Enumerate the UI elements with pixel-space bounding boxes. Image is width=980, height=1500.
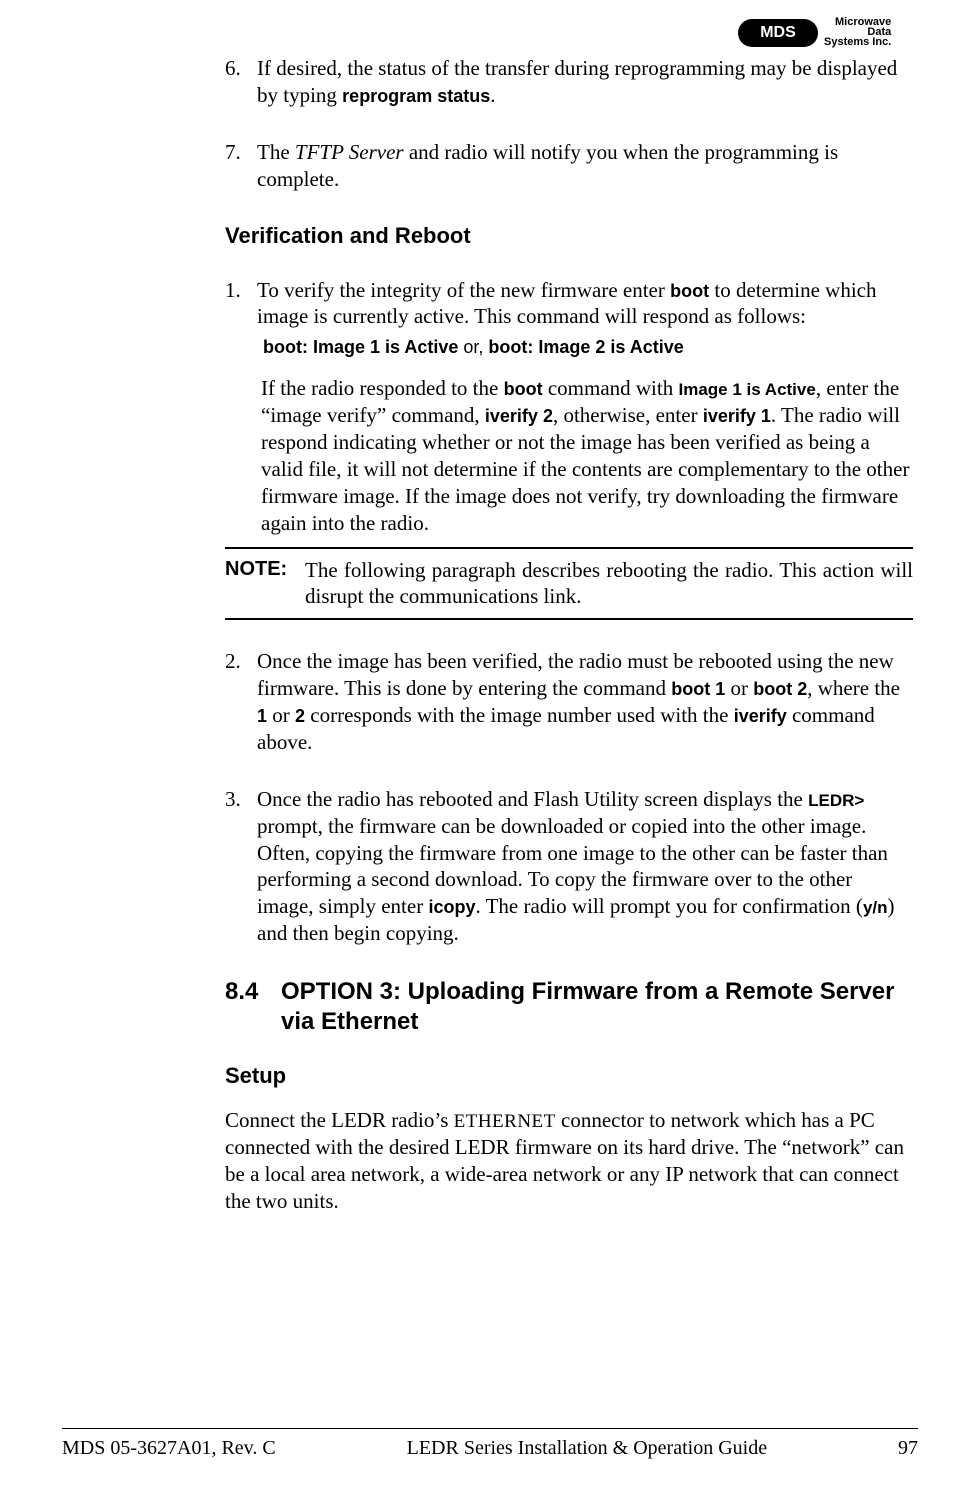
list-item: 2. Once the image has been verified, the… [225, 648, 913, 756]
command-text: icopy [428, 897, 475, 917]
list-item: 6. If desired, the status of the transfe… [225, 55, 913, 109]
command-text: boot [670, 281, 709, 301]
company-logo: MDS Microwave Data Systems Inc. [738, 18, 918, 48]
text: or, [458, 337, 488, 357]
boot-response-line: boot: Image 1 is Active or, boot: Image … [263, 336, 913, 359]
text: . The radio will prompt you for confirma… [475, 894, 862, 918]
section-number: 8.4 [225, 977, 281, 1037]
command-text: LEDR> [808, 791, 864, 810]
command-text: iverify 2 [485, 406, 553, 426]
command-text: iverify [734, 706, 787, 726]
logo-badge-text: MDS [760, 24, 796, 42]
text: command with [543, 376, 679, 400]
command-text: boot 1 [671, 679, 725, 699]
logo-company-name: Microwave Data Systems Inc. [824, 18, 891, 47]
footer-page-number: 97 [898, 1437, 918, 1460]
logo-badge: MDS [738, 19, 818, 47]
footer-title: LEDR Series Installation & Operation Gui… [407, 1437, 767, 1460]
text: . [490, 83, 495, 107]
item-body: Once the radio has rebooted and Flash Ut… [257, 786, 913, 947]
footer-doc-id: MDS 05-3627A01, Rev. C [62, 1437, 276, 1460]
text: or [267, 703, 295, 727]
item-body: Once the image has been verified, the ra… [257, 648, 913, 756]
item-number: 7. [225, 139, 257, 193]
boot-response-2: boot: Image 2 is Active [488, 337, 683, 357]
logo-line3: Systems Inc. [824, 38, 891, 48]
item-body: To verify the integrity of the new firmw… [257, 277, 913, 537]
main-content: 6. If desired, the status of the transfe… [225, 55, 913, 1243]
text: Once the radio has rebooted and Flash Ut… [257, 787, 808, 811]
paragraph: If the radio responded to the boot comma… [261, 375, 913, 536]
section-title: OPTION 3: Uploading Firmware from a Remo… [281, 977, 913, 1037]
command-text: Image 1 is Active [678, 380, 815, 399]
item-number: 2. [225, 648, 257, 756]
command-text: boot [504, 379, 543, 399]
note-block: NOTE: The following paragraph describes … [225, 547, 913, 621]
item-number: 1. [225, 277, 257, 537]
list-item: 1. To verify the integrity of the new fi… [225, 277, 913, 537]
command-text: y/n [863, 898, 888, 917]
section-heading: 8.4 OPTION 3: Uploading Firmware from a … [225, 977, 913, 1037]
note-text: The following paragraph describes reboot… [305, 557, 913, 611]
list-item: 3. Once the radio has rebooted and Flash… [225, 786, 913, 947]
footer-row: MDS 05-3627A01, Rev. C LEDR Series Insta… [62, 1437, 918, 1460]
text: or [725, 676, 753, 700]
text: The [257, 140, 295, 164]
page-footer: MDS 05-3627A01, Rev. C LEDR Series Insta… [62, 1428, 918, 1460]
command-text: 1 [257, 706, 267, 726]
note-label: NOTE: [225, 557, 305, 611]
text: , where the [807, 676, 900, 700]
paragraph: Connect the LEDR radio’s ETHERNET connec… [225, 1107, 913, 1215]
text: , otherwise, enter [553, 403, 703, 427]
text: To verify the integrity of the new firmw… [257, 278, 670, 302]
list-item: 7. The TFTP Server and radio will notify… [225, 139, 913, 193]
command-text: reprogram status [342, 86, 490, 106]
text: If the radio responded to the [261, 376, 504, 400]
text: corresponds with the image number used w… [305, 703, 734, 727]
command-text: boot 2 [753, 679, 807, 699]
text: Connect the LEDR radio’s [225, 1108, 454, 1132]
footer-rule [62, 1428, 918, 1429]
smallcaps-text: ETHERNET [454, 1111, 556, 1132]
subheading-setup: Setup [225, 1063, 913, 1089]
command-text: 2 [295, 706, 305, 726]
item-body: The TFTP Server and radio will notify yo… [257, 139, 913, 193]
item-number: 6. [225, 55, 257, 109]
item-body: If desired, the status of the transfer d… [257, 55, 913, 109]
boot-response-1: boot: Image 1 is Active [263, 337, 458, 357]
italic-text: TFTP Server [295, 140, 404, 164]
subheading-verification: Verification and Reboot [225, 223, 913, 249]
command-text: iverify 1 [703, 406, 771, 426]
item-number: 3. [225, 786, 257, 947]
page: MDS Microwave Data Systems Inc. 6. If de… [0, 0, 980, 1500]
